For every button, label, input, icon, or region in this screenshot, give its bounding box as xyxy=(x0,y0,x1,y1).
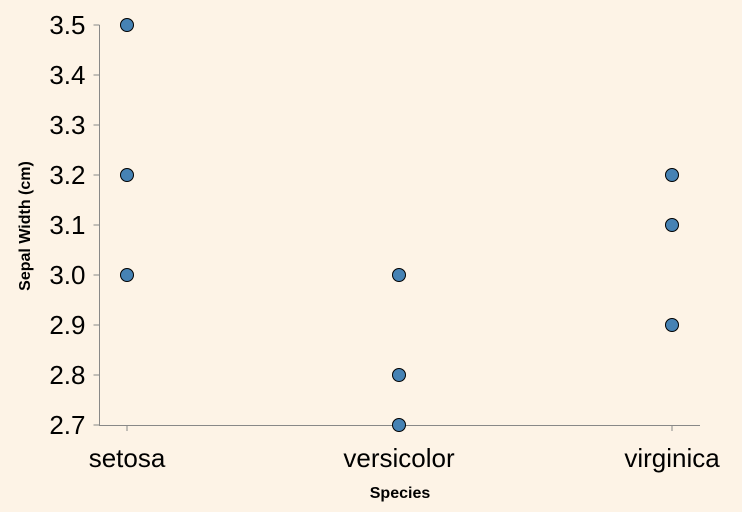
y-axis: 2.7 2.8 2.9 3.0 3.1 3.2 3.3 3.4 3.5 xyxy=(49,10,100,440)
data-point xyxy=(120,18,134,32)
data-point xyxy=(120,168,134,182)
x-tick-label: versicolor xyxy=(343,443,455,473)
y-tick-label: 2.9 xyxy=(49,310,85,340)
y-tick-label: 3.2 xyxy=(49,160,85,190)
data-point xyxy=(665,168,679,182)
y-tick-label: 3.1 xyxy=(49,210,85,240)
data-points xyxy=(120,18,679,432)
y-tick-label: 3.0 xyxy=(49,260,85,290)
y-tick-label: 3.3 xyxy=(49,110,85,140)
x-tick-label: virginica xyxy=(624,443,720,473)
data-point xyxy=(120,268,134,282)
data-point xyxy=(392,368,406,382)
y-tick-label: 2.8 xyxy=(49,360,85,390)
data-point xyxy=(392,418,406,432)
data-point xyxy=(392,268,406,282)
y-axis-title: Sepal Width (cm) xyxy=(17,161,34,291)
y-tick-label: 2.7 xyxy=(49,410,85,440)
y-tick-label: 3.4 xyxy=(49,60,85,90)
data-point xyxy=(665,318,679,332)
y-tick-label: 3.5 xyxy=(49,10,85,40)
data-point xyxy=(665,218,679,232)
x-tick-label: setosa xyxy=(89,443,166,473)
x-axis: setosa versicolor virginica xyxy=(89,425,720,473)
x-axis-title: Species xyxy=(370,485,431,502)
